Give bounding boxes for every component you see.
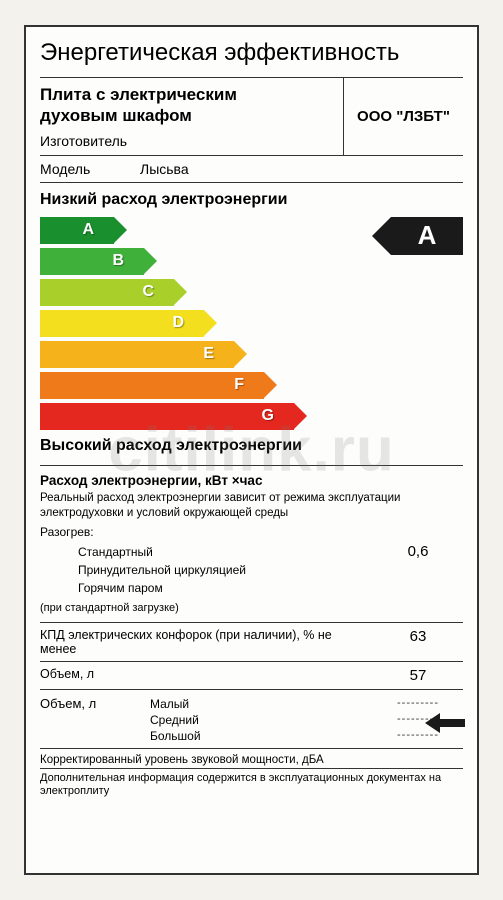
kpd-row: КПД электрических конфорок (при наличии)…	[40, 623, 463, 661]
bar-letter: D	[40, 310, 204, 337]
efficiency-bar-a: A	[40, 217, 294, 244]
consumption-note: Реальный расход электроэнергии зависит о…	[40, 491, 463, 521]
efficiency-bar-b: B	[40, 248, 294, 275]
footer-note: Дополнительная информация содержится в э…	[40, 769, 463, 800]
model-label: Модель	[40, 161, 140, 177]
efficiency-bar-c: C	[40, 279, 294, 306]
load-note: (при стандартной загрузке)	[40, 601, 463, 615]
maker-label: Изготовитель	[40, 133, 339, 149]
volume-value: 57	[373, 667, 463, 684]
efficiency-chart: Низкий расход электроэнергии ABCDEFG A В…	[40, 183, 463, 465]
bar-letter: E	[40, 341, 234, 368]
rating-badge: A	[391, 217, 463, 255]
efficiency-bar-e: E	[40, 341, 294, 368]
bar-letter: B	[40, 248, 144, 275]
efficiency-low-label: Низкий расход электроэнергии	[40, 191, 463, 209]
noise-row: Корректированный уровень звуковой мощнос…	[40, 749, 463, 768]
heating-fan: Принудительной циркуляцией	[40, 563, 246, 579]
bar-letter: G	[40, 403, 294, 430]
consumption-section: Расход электроэнергии, кВт ×час Реальный…	[40, 466, 463, 622]
model-row: Модель Лысьва	[40, 156, 463, 183]
volume2-label: Объем, л	[40, 696, 150, 744]
volume-label: Объем, л	[40, 667, 94, 684]
header-row: Плита с электрическим духовым шкафом Изг…	[40, 77, 463, 156]
product-type-line1: Плита с электрическим	[40, 84, 339, 105]
efficiency-bars: ABCDEFG	[40, 217, 294, 434]
bar-letter: F	[40, 372, 264, 399]
model-value: Лысьва	[140, 161, 189, 177]
heating-standard-row: Стандартный 0,6	[40, 541, 463, 563]
kpd-label: КПД электрических конфорок (при наличии)…	[40, 628, 350, 656]
heating-standard: Стандартный	[40, 545, 153, 561]
size-options: Малый --------- Средний --------- Большо…	[150, 696, 463, 744]
rating-letter: A	[391, 217, 463, 255]
size-small-row: Малый ---------	[150, 696, 463, 712]
consumption-title: Расход электроэнергии, кВт ×час	[40, 472, 463, 490]
heating-steam: Горячим паром	[40, 581, 163, 597]
product-info: Плита с электрическим духовым шкафом Изг…	[40, 78, 343, 155]
label-title: Энергетическая эффективность	[40, 39, 463, 67]
energy-label-card: Энергетическая эффективность Плита с эле…	[24, 25, 479, 875]
efficiency-bar-g: G	[40, 403, 294, 430]
size-medium: Средний	[150, 713, 270, 727]
heating-fan-row: Принудительной циркуляцией	[40, 562, 463, 580]
chart-wrap: ABCDEFG A	[40, 217, 463, 435]
efficiency-bar-f: F	[40, 372, 294, 399]
bar-letter: A	[40, 217, 114, 244]
size-medium-row: Средний ---------	[150, 712, 463, 728]
maker-value: ООО "ЛЗБТ"	[343, 78, 463, 155]
product-type-line2: духовым шкафом	[40, 105, 339, 126]
heating-label: Разогрев:	[40, 525, 463, 541]
kpd-value: 63	[373, 628, 463, 656]
size-section: Объем, л Малый --------- Средний -------…	[40, 690, 463, 748]
size-small: Малый	[150, 697, 270, 711]
efficiency-high-label: Высокий расход электроэнергии	[40, 437, 463, 455]
bar-letter: C	[40, 279, 174, 306]
size-large: Большой	[150, 729, 270, 743]
dash: ---------	[373, 697, 463, 711]
heating-value: 0,6	[373, 542, 463, 562]
volume-row: Объем, л 57	[40, 662, 463, 689]
size-pointer-icon	[425, 712, 465, 741]
size-large-row: Большой ---------	[150, 728, 463, 744]
heating-steam-row: Горячим паром	[40, 580, 463, 598]
efficiency-bar-d: D	[40, 310, 294, 337]
